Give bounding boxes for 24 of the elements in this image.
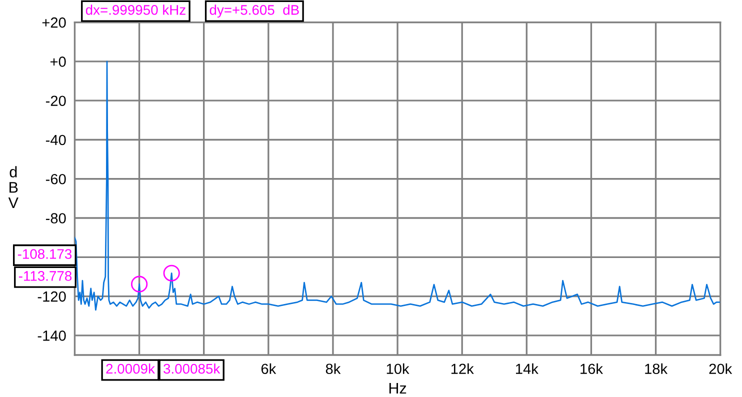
y-tick-label: -60: [46, 174, 66, 184]
text: 3.00085k: [164, 363, 220, 374]
y-tick-label: -140: [38, 330, 66, 341]
x-tick-label: 20k: [709, 363, 732, 374]
x-tick-label: 12k: [451, 363, 474, 374]
x-tick-label: 8k: [326, 363, 341, 374]
text: -113.778: [18, 271, 72, 281]
x-tick-label: 14k: [516, 363, 538, 374]
x-tick-label: 10k: [386, 363, 410, 374]
text: dx=.999950 kHz: [86, 4, 186, 15]
y-axis-title: dBV: [8, 166, 18, 208]
y-tick-label: -80: [46, 213, 66, 224]
y-tick-label: +20: [42, 17, 66, 28]
x-tick-label: 16k: [580, 363, 603, 374]
x-axis-title: Hz: [389, 383, 406, 394]
text: dy=+5.605 dB: [210, 4, 299, 18]
y-tick-label: +0: [50, 56, 66, 67]
y-tick-label: -20: [46, 96, 66, 106]
x-tick-label: 18k: [645, 363, 668, 374]
x-tick-label: 6k: [261, 363, 276, 374]
y-tick-label: -120: [38, 291, 66, 302]
y-tick-label: -40: [46, 134, 66, 146]
text: 2.0009k: [106, 363, 155, 374]
text: -108.173: [18, 249, 72, 259]
